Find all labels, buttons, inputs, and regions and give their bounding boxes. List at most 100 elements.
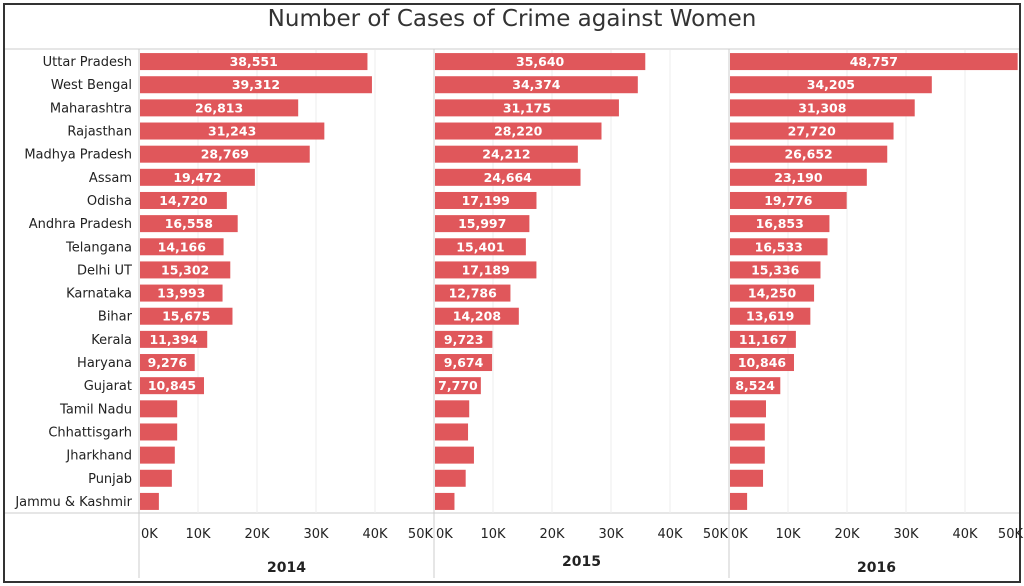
bar [730,168,867,186]
bar [730,215,830,233]
bar-value-label: 34,205 [807,77,855,92]
category-label: Bihar [98,310,133,325]
bar [140,377,204,395]
bar [140,354,195,372]
bar [730,330,796,348]
bar [730,238,828,256]
bar-value-label: 17,199 [462,193,510,208]
bar-value-label: 11,394 [149,332,198,347]
bar [435,284,511,302]
bar [140,492,159,510]
bar-value-label: 28,220 [494,124,543,139]
bar [140,76,372,94]
bar-value-label: 10,846 [738,355,787,370]
bar-value-label: 14,166 [158,239,207,254]
bar [730,446,765,464]
bar [435,215,530,233]
bar-value-label: 24,664 [484,170,533,185]
bar-value-label: 39,312 [232,77,280,92]
category-label: Haryana [77,356,132,371]
bar-value-label: 13,619 [746,309,794,324]
x-tick-label: 50K [703,527,729,542]
bar [140,400,178,418]
bar [730,423,765,441]
bar [730,469,764,487]
category-label: Gujarat [84,379,132,394]
x-tick-label: 10K [480,527,506,542]
category-label: Delhi UT [77,263,132,278]
category-label: Jharkhand [65,449,132,464]
x-tick-label: 10K [185,527,211,542]
bar-value-label: 14,208 [453,309,501,324]
bar-value-label: 19,472 [173,170,221,185]
bar [435,191,537,209]
bar-value-label: 16,853 [756,216,804,231]
bar [140,330,208,348]
bar-value-label: 15,336 [751,262,800,277]
bar-value-label: 15,401 [456,239,504,254]
bar-value-label: 8,524 [735,378,775,393]
bar [435,99,619,117]
bar-value-label: 26,652 [784,147,832,162]
x-tick-label: 40K [362,527,388,542]
category-label: Chhattisgarh [48,425,132,440]
bar [140,99,299,117]
category-label: Jammu & Kashmir [14,495,132,510]
bar [435,145,578,163]
bar [730,307,811,325]
panel-year-label: 2014 [267,560,306,576]
x-tick-label: 30K [893,527,919,542]
bar [435,168,581,186]
category-label: Karnataka [66,287,132,302]
x-tick-label: 50K [408,527,434,542]
bar-value-label: 12,786 [449,286,498,301]
chart-frame [3,3,1021,583]
category-label: Assam [89,171,132,186]
bar [730,76,932,94]
bar [730,284,815,302]
bar [435,238,526,256]
bar-value-label: 35,640 [516,54,565,69]
category-label: Telangana [65,240,132,255]
bar [140,284,223,302]
bar [730,261,821,279]
category-label: Rajasthan [67,125,132,140]
bar [140,469,172,487]
bar [140,238,224,256]
bar [730,377,781,395]
bar [140,168,255,186]
bar [140,53,368,71]
bar [435,492,455,510]
bar-value-label: 38,551 [230,54,278,69]
bar [140,191,227,209]
bar-value-label: 27,720 [788,124,837,139]
x-tick-label: 0K [731,527,748,542]
bar [730,492,748,510]
bar-value-label: 10,845 [148,378,196,393]
category-label: Maharashtra [50,101,132,116]
bar-value-label: 14,250 [748,286,797,301]
category-label: Andhra Pradesh [29,217,132,232]
category-label: Odisha [87,194,132,209]
category-label: West Bengal [51,78,132,93]
x-tick-label: 20K [539,527,565,542]
x-tick-label: 10K [775,527,801,542]
bar-value-label: 19,776 [764,193,813,208]
category-label: Madhya Pradesh [24,148,132,163]
bar-value-label: 31,175 [503,100,551,115]
bar [730,354,794,372]
bar [730,400,766,418]
bar-value-label: 16,558 [165,216,213,231]
bar [435,423,469,441]
x-tick-label: 0K [436,527,453,542]
bar [730,53,1018,71]
bar [140,145,310,163]
x-tick-label: 40K [657,527,683,542]
bar [140,261,231,279]
x-tick-label: 30K [303,527,329,542]
bar [140,122,325,140]
bar [435,446,474,464]
bar [140,307,233,325]
bar-value-label: 28,769 [201,147,249,162]
